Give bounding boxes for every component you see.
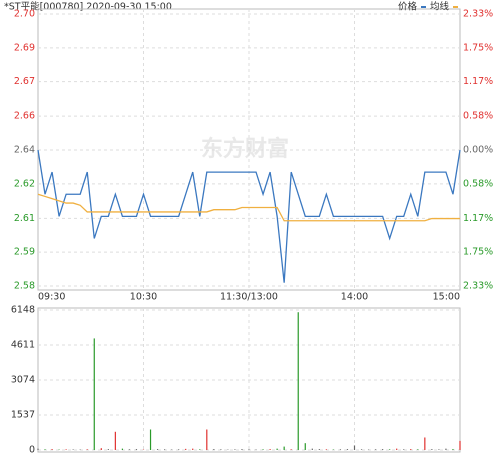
volume-bar	[445, 448, 447, 450]
volume-bar	[290, 449, 292, 450]
y-tick-label: 2.70	[14, 9, 35, 20]
volume-bar	[452, 449, 454, 450]
y-tick-label: 0	[29, 445, 35, 454]
y2-tick-label: 1.75%	[463, 42, 493, 53]
legend-label: 均线	[430, 1, 450, 13]
volume-bar	[213, 449, 215, 450]
x-tick-label: 14:00	[341, 292, 368, 303]
y-tick-label: 3074	[11, 375, 35, 386]
volume-bar	[37, 448, 39, 450]
volume-bar	[360, 449, 363, 450]
volume-bar	[353, 445, 356, 450]
volume-bar	[276, 448, 278, 450]
watermark: 东方财富	[201, 136, 289, 162]
y-tick-label: 2.66	[14, 111, 35, 122]
volume-bar	[100, 448, 102, 450]
line-series	[37, 149, 461, 283]
volume-bar	[220, 449, 222, 450]
y-tick-label: 2.58	[14, 281, 35, 292]
volume-bar	[382, 449, 384, 450]
volume-bar	[297, 312, 299, 450]
volume-bar	[424, 437, 426, 450]
volume-bar	[86, 449, 88, 450]
volume-bar	[403, 449, 405, 450]
x-tick-label: 11:30/13:00	[220, 292, 278, 303]
volume-bar	[128, 449, 131, 450]
volume-bar	[156, 449, 159, 450]
volume-bar	[234, 449, 236, 450]
volume-bar	[44, 449, 46, 450]
y-tick-label: 2.64	[14, 145, 35, 156]
volume-bar	[431, 449, 433, 450]
volume-bar	[65, 449, 67, 450]
volume-bar	[93, 338, 95, 450]
y-tick-label: 6148	[11, 305, 35, 316]
volume-bar	[304, 443, 306, 450]
volume-bar	[51, 449, 53, 450]
x-tick-label: 10:30	[130, 292, 157, 303]
y-tick-label: 1537	[11, 410, 35, 421]
volume-bar	[199, 449, 201, 450]
volume-bar	[438, 449, 440, 450]
y-tick-label: 2.61	[14, 213, 35, 224]
y-tick-label: 2.67	[14, 76, 35, 87]
y2-tick-label: 2.33%	[463, 281, 493, 292]
y-tick-label: 2.69	[14, 42, 35, 53]
volume-bar	[248, 449, 250, 450]
y2-tick-label: 1.17%	[463, 76, 493, 87]
volume-bar	[149, 429, 152, 450]
y2-tick-label: 0.58%	[463, 178, 493, 189]
y-tick-label: 4611	[11, 340, 35, 351]
volume-bar	[114, 431, 116, 450]
volume-bar	[72, 449, 74, 450]
legend-label: 价格	[398, 1, 418, 13]
volume-bar	[396, 448, 398, 450]
volume-bar	[107, 449, 109, 450]
volume-bar	[185, 448, 187, 450]
y-tick-label: 2.59	[14, 247, 35, 258]
y2-tick-label: 0.00%	[463, 145, 493, 156]
volume-bar	[311, 448, 313, 450]
volume-bar	[339, 449, 342, 450]
volume-bar	[283, 446, 285, 450]
volume-bar	[410, 449, 412, 450]
volume-bar	[135, 449, 138, 450]
x-tick-label: 15:00	[433, 292, 460, 303]
volume-bar	[262, 449, 264, 450]
volume-bar	[121, 448, 123, 450]
volume-bar	[269, 449, 271, 450]
y2-tick-label: 2.33%	[463, 9, 493, 20]
volume-bar	[164, 449, 166, 450]
y-tick-label: 2.62	[14, 178, 35, 189]
volume-bar	[318, 449, 320, 450]
volume-bar	[375, 449, 377, 450]
volume-bar	[389, 449, 391, 450]
y2-tick-label: 1.17%	[463, 213, 493, 224]
volume-bar	[325, 449, 327, 450]
volume-bar	[459, 440, 461, 450]
x-tick-label: 09:30	[38, 292, 65, 303]
volume-bar	[241, 449, 243, 450]
volume-bar	[178, 449, 180, 450]
y2-tick-label: 0.58%	[463, 111, 493, 122]
line-series	[37, 193, 460, 222]
volume-bar	[346, 449, 349, 450]
volume-bar	[206, 429, 208, 450]
y2-tick-label: 1.75%	[463, 247, 493, 258]
volume-bar	[417, 449, 419, 450]
volume-bar	[192, 448, 194, 450]
